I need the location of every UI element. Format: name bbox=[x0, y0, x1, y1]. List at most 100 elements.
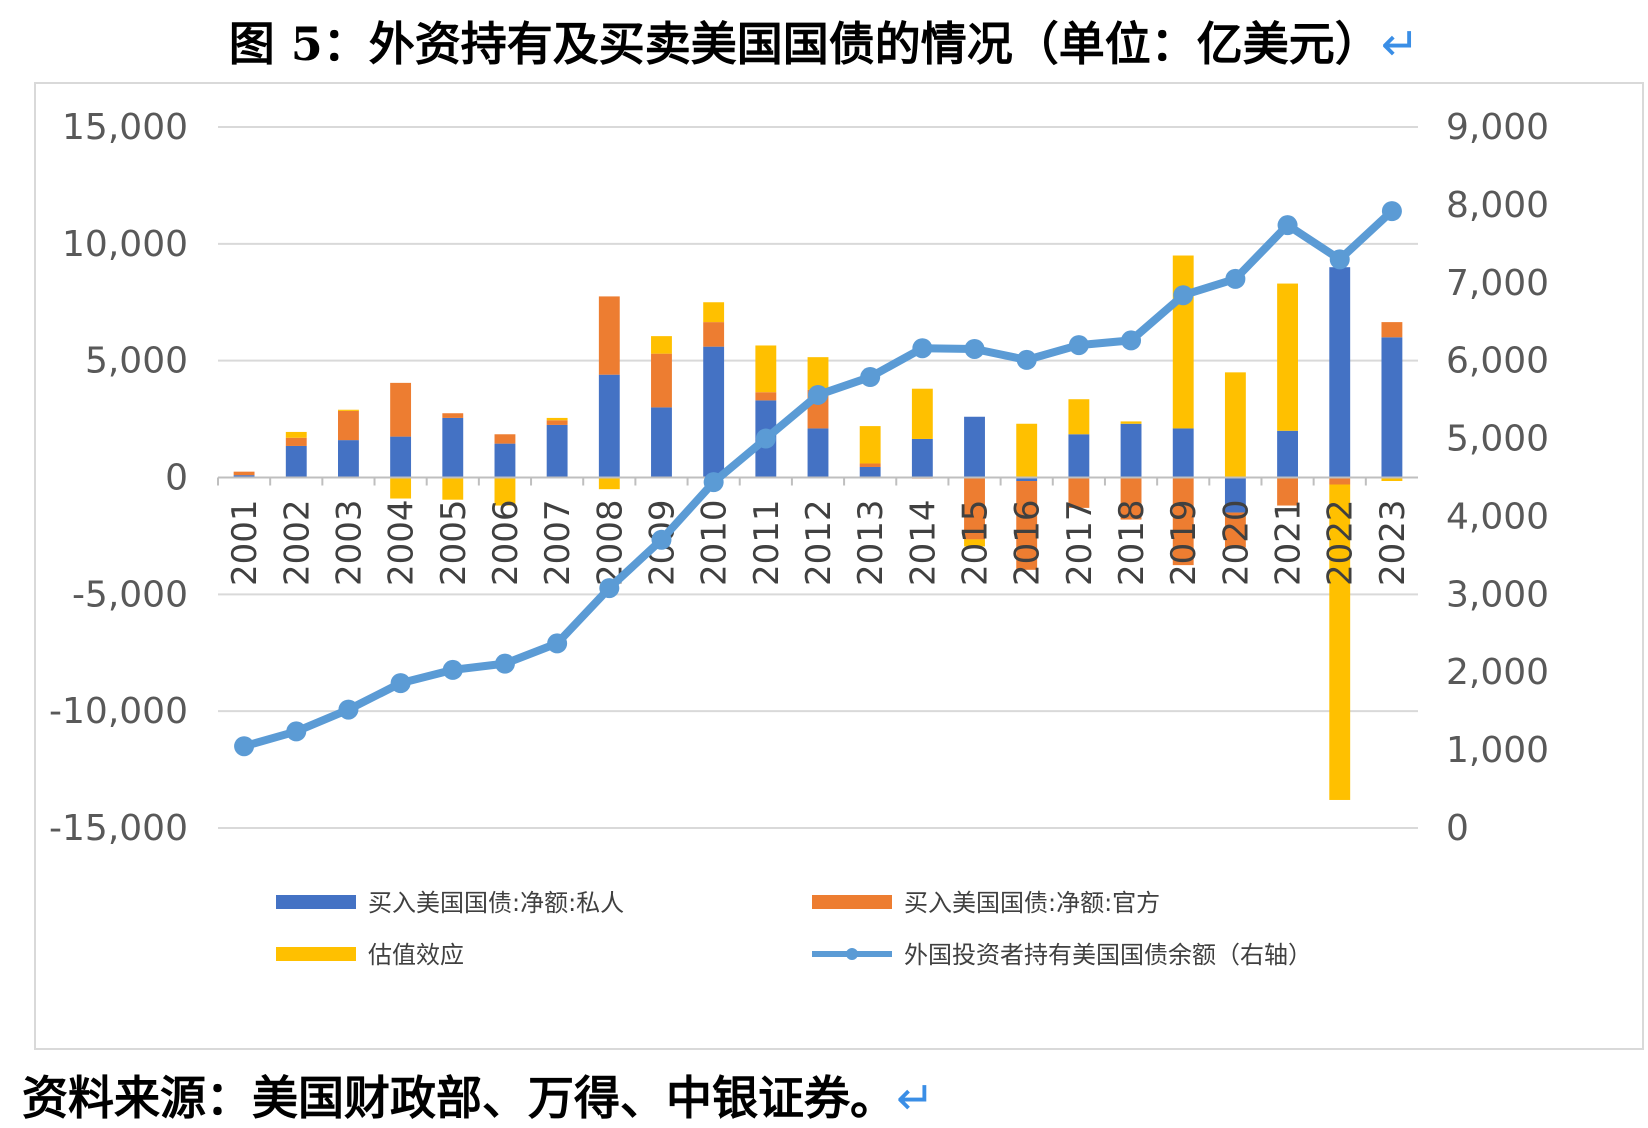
bar-买入美国国债:净额:私人 bbox=[703, 346, 725, 478]
legend-swatch bbox=[276, 895, 356, 909]
line-point bbox=[755, 428, 776, 449]
line-point bbox=[651, 529, 672, 550]
right-axis-tick-label: 7,000 bbox=[1446, 263, 1549, 304]
bar-买入美国国债:净额:官方 bbox=[1068, 477, 1090, 508]
bar-估值效应 bbox=[598, 477, 620, 490]
return-mark-icon: ↵ bbox=[896, 1071, 935, 1125]
bar-买入美国国债:净额:官方 bbox=[1381, 322, 1403, 338]
left-y-axis: 15,000 10,000 5,000 0 -5,000 -10,000 -15,000 bbox=[49, 107, 188, 849]
bar-估值效应 bbox=[1381, 477, 1403, 482]
x-axis-tick-label: 2004 bbox=[382, 500, 422, 587]
bar-买入美国国债:净额:私人 bbox=[807, 428, 829, 478]
bar-估值效应 bbox=[1277, 283, 1298, 431]
legend-swatch-marker bbox=[846, 948, 858, 960]
bar-估值效应 bbox=[755, 345, 777, 393]
source-text: 资料来源：美国财政部、万得、中银证券。 bbox=[22, 1071, 896, 1125]
bar-买入美国国债:净额:私人 bbox=[1016, 477, 1038, 482]
left-axis-tick-label: -15,000 bbox=[49, 808, 188, 849]
left-axis-tick-label: 10,000 bbox=[62, 224, 188, 265]
line-point bbox=[860, 367, 881, 388]
bar-估值效应 bbox=[859, 426, 881, 464]
line-外国投资者持有美国国债余额（右轴） bbox=[242, 208, 1395, 751]
right-axis-tick-label: 0 bbox=[1446, 808, 1469, 849]
line-point bbox=[338, 699, 359, 720]
right-axis-tick-label: 9,000 bbox=[1446, 107, 1549, 148]
bar-估值效应 bbox=[964, 539, 985, 547]
x-axis-tick-label: 2015 bbox=[956, 500, 996, 587]
x-axis-tick-label: 2011 bbox=[747, 500, 787, 587]
line-point bbox=[390, 673, 411, 694]
bar-买入美国国债:净额:官方 bbox=[651, 353, 672, 408]
right-axis-tick-label: 6,000 bbox=[1446, 341, 1549, 382]
bar-买入美国国债:净额:私人 bbox=[390, 436, 412, 478]
bar-估值效应 bbox=[338, 409, 359, 411]
bar-买入美国国债:净额:私人 bbox=[233, 475, 255, 478]
bar-估值效应 bbox=[1016, 423, 1038, 478]
x-axis-tick-label: 2003 bbox=[329, 500, 369, 587]
bar-买入美国国债:净额:官方 bbox=[598, 296, 620, 375]
chart-title-text: 图 5：外资持有及买卖美国国债的情况（单位：亿美元） bbox=[228, 17, 1381, 71]
bar-买入美国国债:净额:私人 bbox=[598, 374, 620, 478]
left-axis-tick-label: 5,000 bbox=[85, 341, 188, 382]
right-axis-tick-label: 2,000 bbox=[1446, 652, 1549, 693]
left-axis-tick-label: 0 bbox=[165, 458, 188, 499]
bar-估值效应 bbox=[807, 357, 829, 390]
source-note: 资料来源：美国财政部、万得、中银证券。↵ bbox=[22, 1062, 935, 1128]
left-axis-tick-label: -10,000 bbox=[49, 691, 188, 732]
line-point bbox=[494, 653, 515, 674]
line-point bbox=[1277, 215, 1298, 236]
bar-估值效应 bbox=[1120, 421, 1142, 424]
bar-估值效应 bbox=[1329, 484, 1351, 800]
x-axis-tick-label: 2023 bbox=[1373, 500, 1413, 587]
x-axis-tick-label: 2021 bbox=[1269, 500, 1309, 587]
bar-估值效应 bbox=[442, 477, 464, 500]
bar-估值效应 bbox=[1068, 399, 1090, 435]
bar-买入美国国债:净额:私人 bbox=[651, 407, 672, 478]
line-point bbox=[1068, 335, 1089, 356]
x-axis-tick-label: 2001 bbox=[225, 500, 265, 587]
bar-估值效应 bbox=[285, 431, 307, 438]
right-axis-tick-label: 8,000 bbox=[1446, 185, 1549, 226]
line-layer bbox=[234, 201, 1402, 757]
bar-买入美国国债:净额:私人 bbox=[494, 443, 516, 478]
bar-买入美国国债:净额:官方 bbox=[1277, 477, 1298, 506]
legend-label: 估值效应 bbox=[368, 941, 464, 969]
x-axis-tick-label: 2012 bbox=[799, 500, 839, 587]
bar-买入美国国债:净额:私人 bbox=[1120, 423, 1142, 478]
bar-买入美国国债:净额:官方 bbox=[233, 471, 255, 476]
bar-买入美国国债:净额:官方 bbox=[285, 437, 307, 446]
bar-买入美国国债:净额:私人 bbox=[1329, 267, 1351, 478]
chart-title: 图 5：外资持有及买卖美国国债的情况（单位：亿美元）↵ bbox=[0, 8, 1648, 74]
x-axis-tick-label: 2016 bbox=[1008, 500, 1048, 587]
bar-买入美国国债:净额:私人 bbox=[546, 424, 568, 478]
bar-买入美国国债:净额:私人 bbox=[442, 417, 464, 478]
legend-label: 买入美国国债:净额:官方 bbox=[904, 889, 1160, 917]
x-axis-tick-label: 2019 bbox=[1164, 500, 1204, 587]
x-axis-tick-label: 2020 bbox=[1216, 500, 1256, 587]
bar-买入美国国债:净额:私人 bbox=[859, 466, 881, 478]
bar-估值效应 bbox=[651, 336, 672, 354]
line-point bbox=[547, 633, 568, 654]
bar-买入美国国债:净额:私人 bbox=[964, 416, 985, 478]
right-axis-tick-label: 5,000 bbox=[1446, 419, 1549, 460]
line-point bbox=[808, 384, 828, 405]
bar-估值效应 bbox=[390, 477, 412, 499]
bar-买入美国国债:净额:私人 bbox=[911, 438, 933, 478]
right-axis-tick-label: 1,000 bbox=[1446, 730, 1549, 771]
line-point bbox=[912, 338, 933, 359]
left-axis-tick-label: -5,000 bbox=[72, 574, 188, 615]
line-point bbox=[286, 721, 307, 742]
bar-估值效应 bbox=[703, 302, 725, 323]
bar-买入美国国债:净额:官方 bbox=[338, 410, 359, 441]
legend-label: 买入美国国债:净额:私人 bbox=[368, 889, 624, 917]
legend-swatch bbox=[812, 895, 892, 909]
bar-买入美国国债:净额:官方 bbox=[755, 392, 777, 401]
x-axis-tick-label: 2002 bbox=[277, 500, 317, 587]
x-axis-tick-label: 2005 bbox=[434, 500, 474, 587]
bar-买入美国国债:净额:官方 bbox=[703, 322, 725, 347]
line-point bbox=[703, 472, 724, 493]
bar-买入美国国债:净额:私人 bbox=[1381, 337, 1403, 478]
right-axis-tick-label: 4,000 bbox=[1446, 496, 1549, 537]
